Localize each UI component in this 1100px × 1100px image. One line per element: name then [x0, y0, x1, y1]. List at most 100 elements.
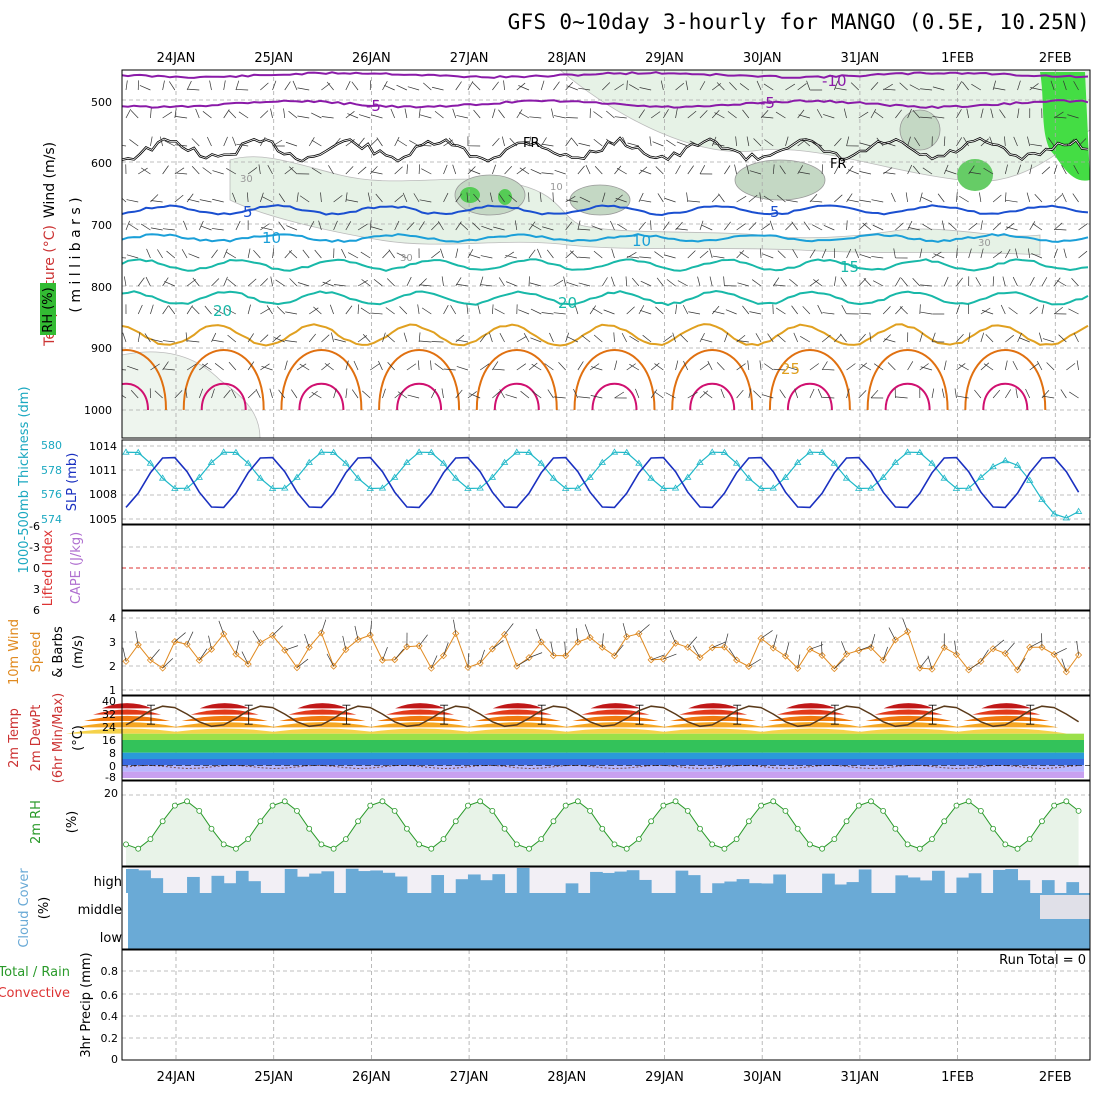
wind-barb: [554, 169, 566, 175]
wind10m-barb: [663, 653, 677, 660]
wind-barb: [590, 395, 603, 399]
temp-hump: [670, 715, 757, 721]
wind10m-barb: [785, 642, 790, 657]
wind10m-barb: [430, 655, 438, 669]
wind-barb: [590, 366, 603, 371]
wind10m-marker: [842, 650, 851, 658]
wind-barb: [931, 332, 936, 343]
wind10m-marker: [464, 663, 472, 671]
wind10m-marker: [684, 643, 692, 651]
wind-barb: [345, 388, 348, 399]
date-label-bottom: 25JAN: [254, 1070, 293, 1085]
rh2m-marker: [855, 802, 862, 809]
ylabel-2m-rh: 2m RH: [29, 800, 44, 844]
wind-barb: [1005, 334, 1014, 343]
wind-barb: [213, 308, 224, 315]
wind10m-marker: [671, 639, 680, 647]
wind-barb: [183, 220, 188, 231]
wind-barb: [578, 142, 591, 147]
date-label-top: 1FEB: [941, 51, 974, 66]
wind-barb: [709, 276, 713, 287]
wind-barb: [185, 388, 188, 399]
wind-barb: [943, 360, 947, 371]
thickness-marker: [903, 448, 912, 455]
wind10m-marker: [476, 659, 484, 667]
wind-barb: [919, 363, 929, 371]
ylabel-speed: Speed: [29, 632, 44, 673]
thickness-marker: [354, 474, 362, 481]
wind-barb: [288, 166, 298, 175]
wind-barb: [882, 167, 893, 175]
wind-barb: [162, 111, 173, 119]
thickness-marker: [769, 484, 777, 491]
tick-p1000: 1000: [84, 404, 112, 417]
wind10m-marker: [268, 631, 277, 640]
wind-barb: [969, 171, 981, 175]
wind-barb: [882, 306, 891, 315]
contour-labels: -10 -5 -5 FR FR 5 5 10 10 15 20 20 25 30…: [213, 72, 991, 378]
wind-barb: [540, 137, 547, 147]
wind-barb: [275, 279, 285, 287]
cloud-high-bar: [309, 873, 322, 893]
wind-barb: [870, 82, 879, 91]
wind-barb: [122, 394, 127, 399]
wind-barb: [846, 165, 854, 175]
tick-li0: 0: [33, 562, 40, 575]
wind-barb: [776, 194, 786, 203]
tick-slp1014: 1014: [89, 440, 117, 453]
tick-t0: 0: [109, 760, 116, 773]
wind-barb: [578, 396, 591, 399]
wind-barb: [764, 139, 774, 147]
ylabel-10m-wind: 10m Wind: [7, 619, 22, 685]
wind-barb: [553, 115, 566, 119]
wind10m-marker: [928, 665, 936, 673]
thickness-marker: [1026, 476, 1034, 483]
wind-barb: [654, 363, 664, 371]
temp-hump: [163, 728, 286, 734]
wind-barb: [253, 249, 261, 259]
wind-barb: [150, 304, 154, 315]
wind-barb: [751, 279, 762, 287]
wind-barb: [214, 363, 224, 371]
wind-barb: [872, 224, 884, 231]
wind-barb: [456, 115, 469, 119]
label-tminus5b: -5: [760, 94, 775, 112]
wind-barb: [773, 368, 786, 371]
wind-barb: [968, 222, 978, 231]
wind-barb: [614, 360, 618, 371]
wind-barb: [685, 80, 689, 91]
wind-barb: [328, 165, 334, 175]
wind-barb: [137, 332, 141, 343]
wind-barb: [846, 193, 853, 203]
thickness-marker: [134, 448, 142, 455]
wind10m-barb: [882, 646, 889, 661]
wind-barb: [1027, 136, 1031, 147]
wind-barb: [834, 137, 842, 147]
wind-barb: [699, 363, 710, 371]
wind-barb: [198, 220, 204, 231]
wind10m-barb: [902, 618, 908, 632]
wind-barb: [473, 193, 481, 203]
wind10m-barb: [888, 627, 896, 641]
rh2m-marker: [599, 825, 606, 832]
thickness-marker: [720, 448, 729, 455]
contour-t-35: [982, 382, 1029, 411]
wind-barb: [816, 109, 823, 119]
wind10m-marker: [904, 628, 912, 636]
rh2m-marker: [452, 818, 459, 825]
wind-barb: [591, 225, 603, 231]
wind10m-marker: [1013, 666, 1022, 674]
thickness-marker: [586, 473, 594, 480]
wind-barb: [785, 136, 789, 147]
wind-barb: [920, 311, 933, 315]
wind-barb: [127, 365, 139, 371]
thickness-marker: [855, 484, 863, 491]
label-rh10: 10: [550, 182, 563, 193]
contour-t-35: [786, 382, 833, 411]
wind-barb: [455, 81, 462, 91]
wind-barb: [357, 137, 365, 147]
thickness-marker: [1062, 514, 1071, 521]
rh2m-marker: [1014, 845, 1021, 852]
label-t5b: 5: [770, 203, 780, 221]
wind-barb: [912, 109, 921, 119]
